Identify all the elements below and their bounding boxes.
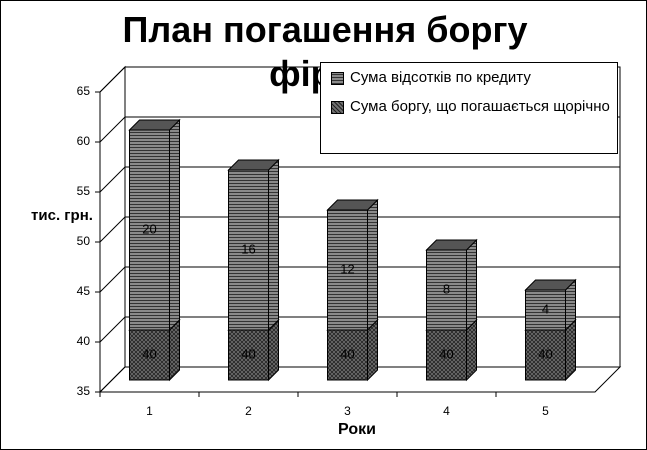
bar (129, 329, 170, 381)
bar-side (268, 158, 279, 332)
y-tick-label: 35 (77, 384, 91, 398)
x-axis-label: Роки (338, 421, 376, 438)
y-tick-label: 40 (77, 334, 91, 348)
x-tick-label: 5 (542, 404, 549, 418)
legend-entry: Сума боргу, що погашається щорічно (327, 98, 611, 115)
bar-side (367, 198, 378, 332)
legend-swatch (331, 101, 344, 114)
bar (426, 249, 467, 331)
y-tick-label: 60 (77, 134, 91, 148)
bar-side (169, 118, 180, 332)
value-label: 40 (439, 346, 453, 361)
value-label: 40 (538, 346, 552, 361)
y-axis-label: тис. грн. (31, 207, 93, 224)
bar (525, 289, 566, 331)
bar (228, 329, 269, 381)
y-tick-label: 45 (77, 284, 91, 298)
legend-swatch (331, 72, 344, 85)
x-tick-label: 4 (443, 404, 450, 418)
value-label: 4 (542, 301, 549, 316)
bar-side (466, 238, 477, 332)
y-tick-label: 50 (77, 234, 91, 248)
value-label: 16 (241, 241, 255, 256)
legend-label: Сума відсотків по кредиту (350, 69, 531, 86)
bar (525, 329, 566, 381)
bar (426, 329, 467, 381)
x-tick-label: 2 (245, 404, 252, 418)
legend-label: Сума боргу, що погашається щорічно (350, 98, 610, 115)
value-label: 12 (340, 261, 354, 276)
x-tick-label: 3 (344, 404, 351, 418)
value-label: 40 (340, 346, 354, 361)
y-tick-label: 55 (77, 184, 91, 198)
legend-entry: Сума відсотків по кредиту (327, 69, 611, 86)
bar (327, 329, 368, 381)
grid-line (99, 166, 620, 193)
x-tick-label: 1 (146, 404, 153, 418)
value-label: 40 (142, 346, 156, 361)
bar (129, 129, 170, 331)
value-label: 8 (443, 281, 450, 296)
value-label: 40 (241, 346, 255, 361)
y-tick-label: 65 (77, 84, 91, 98)
grid-line (99, 216, 620, 243)
bar (327, 209, 368, 331)
value-label: 20 (142, 221, 156, 236)
legend: Сума відсотків по кредиту Сума боргу, що… (320, 62, 618, 154)
bar (228, 169, 269, 331)
